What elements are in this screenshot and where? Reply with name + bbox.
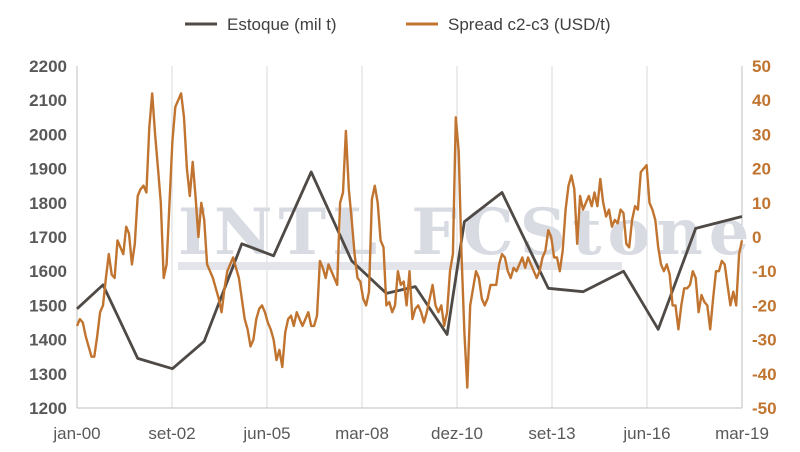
watermark-bar (178, 262, 622, 270)
right-tick-label: -20 (752, 296, 777, 315)
left-tick-label: 1400 (29, 331, 67, 350)
left-tick-label: 1300 (29, 365, 67, 384)
left-tick-label: 1500 (29, 296, 67, 315)
x-tick-label: mar-19 (715, 424, 769, 443)
legend-label: Spread c2-c3 (USD/t) (448, 15, 611, 34)
watermark-text: INTL FCStone (178, 195, 755, 270)
left-tick-label: 2200 (29, 57, 67, 76)
legend-label: Estoque (mil t) (227, 15, 337, 34)
x-axis-ticks: jan-00 set-02 jun-05 mar-08 dez-10 set-13 jun-… (52, 424, 769, 443)
series-lines (75, 92, 744, 389)
x-tick-label: set-13 (528, 424, 575, 443)
left-tick-label: 1200 (29, 399, 67, 418)
x-tick-label: jan-00 (52, 424, 100, 443)
right-tick-label: -50 (752, 399, 777, 418)
right-tick-label: 20 (752, 160, 771, 179)
series-line-spread (75, 92, 744, 389)
x-tick-label: set-02 (148, 424, 195, 443)
x-tick-label: dez-10 (431, 424, 483, 443)
right-tick-label: 40 (752, 91, 771, 110)
watermark: INTL FCStone (178, 195, 755, 270)
left-tick-label: 1700 (29, 228, 67, 247)
right-tick-label: -40 (752, 365, 777, 384)
left-tick-label: 2100 (29, 91, 67, 110)
left-tick-label: 1900 (29, 160, 67, 179)
series-line-estoque (76, 170, 743, 371)
right-tick-label: -10 (752, 262, 777, 281)
right-tick-label: 50 (752, 57, 771, 76)
left-tick-label: 1600 (29, 262, 67, 281)
left-axis-ticks: 1200 1300 1400 1500 1600 1700 1800 1900 2000 2100… (29, 57, 67, 418)
legend: Estoque (mil t) Spread c2-c3 (USD/t) (185, 15, 611, 34)
x-tick-label: mar-08 (335, 424, 389, 443)
x-tick-label: jun-05 (242, 424, 290, 443)
right-tick-label: 0 (752, 228, 761, 247)
right-tick-label: -30 (752, 331, 777, 350)
right-axis-ticks: -50 -40 -30 -20 -10 0 10 20 30 40 50 (752, 57, 777, 418)
x-tick-label: jun-16 (622, 424, 670, 443)
left-tick-label: 1800 (29, 194, 67, 213)
right-tick-label: 30 (752, 125, 771, 144)
left-tick-label: 2000 (29, 125, 67, 144)
right-tick-label: 10 (752, 194, 771, 213)
